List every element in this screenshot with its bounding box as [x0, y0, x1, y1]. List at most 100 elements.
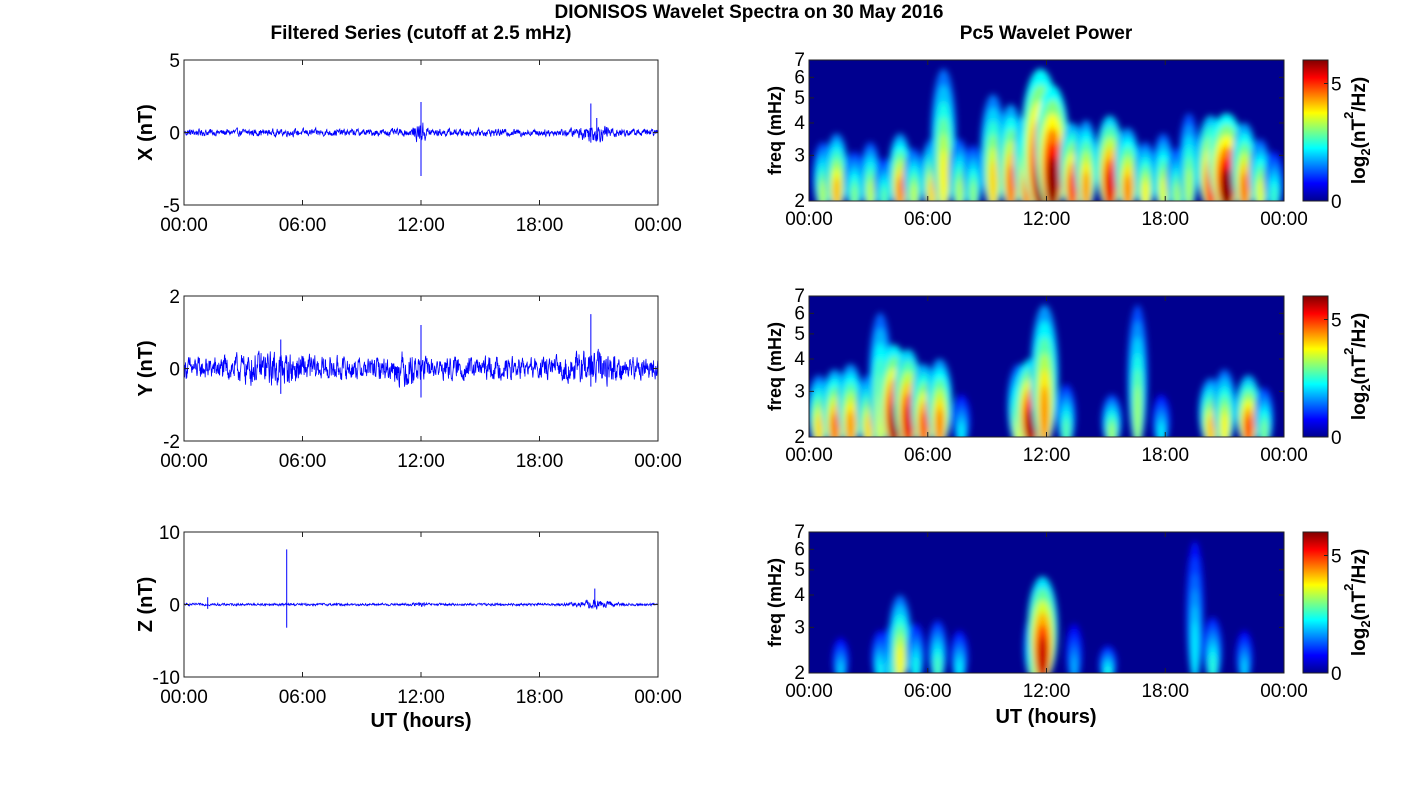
series-x-ylabel: X (nT)	[135, 104, 157, 161]
wavelet-z-ytick-label: 7	[794, 522, 805, 543]
wavelet-z-blobs	[832, 540, 1253, 673]
wavelet-x-xtick-label: 00:00	[1260, 209, 1308, 230]
left-column-title: Filtered Series (cutoff at 2.5 mHz)	[271, 23, 572, 44]
wavelet-z-power-blob	[896, 644, 904, 673]
wavelet-z-ytick-label: 4	[794, 585, 805, 606]
wavelet-z-xtick-label: 12:00	[1023, 681, 1071, 702]
wavelet-z-ytick-label: 5	[794, 560, 805, 581]
wavelet-z-power-blob	[956, 659, 963, 673]
wavelet-y-power-blob	[903, 404, 913, 437]
wavelet-y-ytick-label: 2	[794, 427, 805, 448]
wavelet-x-colorbar-label: log2(nT2/Hz)	[1341, 77, 1373, 184]
wavelet-z-colorbar-label: log2(nT2/Hz)	[1341, 549, 1373, 656]
wavelet-z-power-blob	[1209, 653, 1216, 673]
wavelet-z-ytick-label: 6	[794, 539, 805, 560]
series-x-xtick-label: 06:00	[279, 215, 327, 236]
colorbar-label-part: (nT	[1349, 591, 1370, 621]
wavelet-y-power-blob	[830, 412, 839, 437]
wavelet-y-blobs	[809, 304, 1274, 437]
wavelet-x-power-blob	[1221, 168, 1232, 201]
wavelet-y-heatmap	[809, 304, 1274, 437]
series-y-xtick-label: 12:00	[397, 451, 445, 472]
series-z-xtick-label: 00:00	[160, 687, 208, 708]
colorbar-label-part: 2	[1341, 112, 1356, 119]
wavelet-x-power-blob	[1123, 174, 1132, 201]
wavelet-y-power-blob	[815, 415, 823, 437]
colorbar-label-part: 2	[1341, 584, 1356, 591]
wavelet-y-power-blob	[919, 410, 928, 437]
wavelet-z-ytick-label: 3	[794, 617, 805, 638]
wavelet-x-ytick-label: 2	[794, 191, 805, 212]
wavelet-z-power-blob	[913, 656, 919, 673]
colorbar-label-part: 2	[1341, 348, 1356, 355]
colorbar-label-part: (nT	[1349, 119, 1370, 149]
wavelet-x-xtick-label: 18:00	[1141, 209, 1189, 230]
series-z-ylabel: Z (nT)	[135, 577, 157, 633]
wavelet-x-power-blob	[851, 184, 858, 201]
wavelet-y-power-blob	[1221, 412, 1229, 437]
series-y-xtick-label: 18:00	[516, 451, 564, 472]
wavelet-x-power-blob	[1068, 172, 1077, 201]
wavelet-x-blobs	[812, 68, 1284, 201]
figure-title: DIONISOS Wavelet Spectra on 30 May 2016	[555, 2, 944, 23]
x-axis-label-left: UT (hours)	[370, 710, 471, 732]
wavelet-x-ytick-label: 5	[794, 88, 805, 109]
wavelet-x-power-blob	[833, 176, 841, 201]
series-y-xtick-label: 00:00	[634, 451, 682, 472]
colorbar-label-part: 2	[1358, 384, 1373, 391]
colorbar-label-part: 2	[1358, 148, 1373, 155]
wavelet-x-heatmap	[812, 68, 1284, 201]
wavelet-y-power-blob	[935, 408, 944, 437]
wavelet-y-power-blob	[958, 423, 965, 437]
series-z-xtick-label: 12:00	[397, 687, 445, 708]
wavelet-x-power-blob	[970, 181, 977, 201]
colorbar-label-part: log	[1349, 156, 1370, 185]
wavelet-x-ylabel: freq (mHz)	[765, 86, 785, 175]
wavelet-x-xtick-label: 12:00	[1023, 209, 1071, 230]
series-z-ytick-label: -10	[153, 668, 180, 689]
colorbar-label-part: /Hz)	[1349, 77, 1370, 112]
series-y-ytick-label: 0	[169, 360, 180, 381]
wavelet-x-power-blob	[939, 149, 948, 201]
wavelet-z-colorbar-frame	[1302, 531, 1329, 674]
colorbar-label-part: log	[1349, 628, 1370, 657]
wavelet-z-xtick-label: 06:00	[904, 681, 952, 702]
wavelet-z-xtick-label: 00:00	[1260, 681, 1308, 702]
wavelet-x-power-blob	[1082, 171, 1090, 201]
wavelet-x-colorbar-frame	[1302, 59, 1329, 202]
wavelet-x-colorbar-tick-label: 0	[1331, 192, 1342, 213]
wavelet-x-power-blob	[956, 179, 963, 201]
series-x-xtick-label: 00:00	[634, 215, 682, 236]
wavelet-y-power-blob	[1040, 385, 1049, 437]
wavelet-x-power-blob	[1185, 168, 1193, 201]
colorbar-label-part: (nT	[1349, 355, 1370, 385]
wavelet-x-power-blob	[1142, 180, 1149, 201]
wavelet-y-power-blob	[846, 410, 855, 437]
colorbar-label-part: 2	[1358, 620, 1373, 627]
wavelet-x-power-blob	[1007, 164, 1015, 201]
colorbar-label-part: /Hz)	[1349, 313, 1370, 348]
series-y-ylabel: Y (nT)	[135, 340, 157, 396]
wavelet-z-power-blob	[1037, 636, 1048, 673]
wavelet-z-colorbar-tick-label: 0	[1331, 664, 1342, 685]
series-z-xtick-label: 06:00	[279, 687, 327, 708]
series-y-xtick-label: 06:00	[279, 451, 327, 472]
wavelet-z-power-blob	[1071, 656, 1077, 673]
wavelet-z-power-blob	[934, 655, 941, 673]
wavelet-y-ytick-label: 6	[794, 303, 805, 324]
series-y-ytick-label: 2	[169, 287, 180, 308]
series-x-xtick-label: 18:00	[516, 215, 564, 236]
colorbar-label-part: log	[1349, 392, 1370, 421]
wavelet-z-power-blob	[1241, 659, 1247, 673]
series-y-xtick-label: 00:00	[160, 451, 208, 472]
wavelet-x-power-blob	[881, 187, 888, 201]
wavelet-x-xtick-label: 06:00	[904, 209, 952, 230]
wavelet-y-ylabel: freq (mHz)	[765, 322, 785, 411]
wavelet-x-ytick-label: 4	[794, 113, 805, 134]
series-z-line	[184, 599, 658, 610]
wavelet-z-colorbar	[1303, 532, 1328, 673]
wavelet-z-ylabel: freq (mHz)	[765, 558, 785, 647]
series-z-ytick-label: 0	[169, 596, 180, 617]
